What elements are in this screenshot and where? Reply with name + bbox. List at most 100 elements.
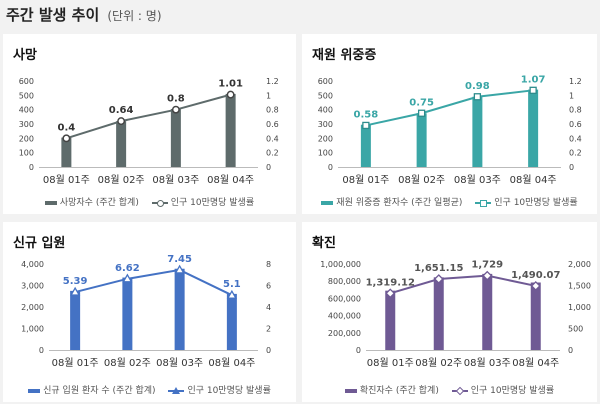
bar — [433, 277, 444, 350]
y-left-tick-label: 100 — [19, 149, 34, 158]
line-point — [473, 93, 482, 101]
legend-line-item: 인구 10만명당 발생률 — [168, 383, 271, 396]
x-tick-label: 08월 03주 — [454, 174, 501, 186]
line-point — [122, 273, 133, 283]
chart-panel-deaths: 사망 0 100 200 300 400 500 600 0 0.2 0.4 0.6 0.8 1 1.2 0… — [3, 34, 296, 214]
y-right-tick-label: 0 — [266, 163, 271, 172]
y-right-tick-label: 2,000 — [568, 260, 591, 269]
y-left-tick-label: 0 — [39, 346, 44, 355]
y-left-tick-label: 500 — [19, 91, 34, 100]
y-left-tick-label: 300 — [318, 120, 333, 129]
data-label: 1.01 — [218, 79, 243, 90]
data-label: 1,490.07 — [511, 270, 560, 281]
y-right-tick-label: 0.6 — [266, 120, 279, 129]
x-tick-label: 08월 04주 — [208, 357, 255, 369]
y-right-tick-label: 1,000 — [568, 303, 591, 312]
chart-legend: 사망자수 (주간 합계) 인구 10만명당 발생률 — [3, 195, 296, 208]
y-right-tick-label: 1 — [266, 91, 271, 100]
y-right-tick-label: 0.8 — [266, 106, 279, 115]
x-tick-label: 08월 02주 — [104, 357, 151, 369]
x-tick-label: 08월 01주 — [342, 174, 389, 186]
y-left-tick-label: 600 — [19, 77, 34, 86]
page-title: 주간 발생 추이 — [6, 6, 100, 24]
chart-legend: 확진자수 (주간 합계) 인구 10만명당 발생률 — [302, 383, 597, 396]
y-left-tick-label: 200,000 — [328, 329, 361, 338]
bar — [70, 290, 81, 350]
y-right-tick-label: 0.8 — [569, 106, 582, 115]
y-right-tick-label: 0.4 — [569, 134, 582, 143]
line-point — [117, 117, 126, 126]
chart-title: 사망 — [13, 48, 37, 63]
bar — [225, 93, 236, 167]
y-right-tick-label: 1,500 — [568, 282, 591, 291]
chart-legend: 재원 위중증 환자수 (주간 일평균) 인구 10만명당 발생률 — [302, 195, 597, 208]
legend-line-item: 인구 10만명당 발생률 — [475, 195, 578, 208]
y-right-tick-label: 0 — [568, 346, 573, 355]
chart-confirmed: 0 200,000 400,000 600,000 800,000 1,000,000 0 5… — [320, 260, 591, 369]
y-left-tick-label: 4,000 — [21, 260, 44, 269]
y-left-tick-label: 3,000 — [21, 282, 44, 291]
y-left-tick-label: 600,000 — [328, 294, 361, 303]
data-label: 1,729 — [471, 260, 503, 271]
legend-bar-item: 재원 위중증 환자수 (주간 일평균) — [321, 195, 462, 208]
y-right-tick-label: 8 — [266, 260, 271, 269]
legend-line-label: 인구 10만명당 발생률 — [494, 198, 578, 208]
line-point — [482, 270, 493, 281]
bar — [174, 268, 185, 350]
line-point — [529, 86, 537, 94]
data-label: 0.64 — [109, 105, 134, 116]
line-point — [174, 264, 185, 274]
chart-title: 신규 입원 — [13, 236, 66, 251]
y-left-tick-label: 200 — [19, 134, 34, 143]
data-label: 0.58 — [354, 109, 379, 120]
y-right-tick-label: 1 — [569, 91, 574, 100]
legend-line-label: 인구 10만명당 발생률 — [187, 386, 271, 396]
x-tick-label: 08월 01주 — [52, 357, 99, 369]
y-right-tick-label: 500 — [568, 325, 583, 334]
y-right-tick-label: 0.6 — [569, 120, 582, 129]
line-point — [362, 121, 370, 130]
line-point — [417, 109, 426, 117]
page-header: 주간 발생 추이 (단위 : 명) — [6, 4, 162, 28]
x-tick-label: 08월 03주 — [464, 357, 511, 369]
bar — [482, 273, 493, 350]
line-point — [70, 286, 81, 296]
chart-legend: 신규 입원 환자 수 (주간 합계) 인구 10만명당 발생률 — [3, 383, 296, 396]
line-point — [62, 134, 71, 143]
line-point — [226, 289, 237, 299]
bar — [528, 89, 539, 167]
y-left-tick-label: 600 — [318, 77, 333, 86]
y-left-tick-label: 1,000 — [21, 325, 44, 334]
y-left-tick-label: 500 — [318, 91, 333, 100]
data-label: 0.8 — [167, 94, 185, 105]
x-tick-label: 08월 02주 — [415, 357, 462, 369]
legend-bar-item: 확진자수 (주간 합계) — [344, 383, 439, 396]
y-right-tick-label: 0.4 — [266, 134, 279, 143]
y-right-tick-label: 0 — [266, 346, 271, 355]
line-point — [171, 105, 180, 114]
bar — [170, 108, 181, 167]
line-point — [226, 90, 235, 99]
chart-title: 재원 위중증 — [312, 48, 377, 63]
chart-title: 확진 — [312, 236, 336, 251]
x-tick-label: 08월 01주 — [367, 357, 414, 369]
data-label: 1.07 — [521, 74, 546, 85]
y-left-tick-label: 800,000 — [328, 277, 361, 286]
chart-admissions: 0 1,000 2,000 3,000 4,000 0 2 4 6 8 08월 01주 08월 02주… — [21, 254, 271, 369]
chart-deaths: 0 100 200 300 400 500 600 0 0.2 0.4 0.6 0.8 1 1.2 08월 … — [19, 77, 279, 186]
y-left-tick-label: 0 — [29, 163, 34, 172]
data-label: 0.75 — [409, 97, 434, 108]
x-tick-label: 08월 04주 — [510, 174, 557, 186]
x-tick-label: 08월 02주 — [98, 174, 145, 186]
bar — [226, 293, 237, 350]
y-right-tick-label: 0 — [569, 163, 574, 172]
bar — [116, 121, 127, 167]
legend-bar-label: 확진자수 (주간 합계) — [359, 386, 439, 396]
data-label: 5.39 — [63, 276, 88, 287]
data-label: 5.1 — [223, 279, 241, 290]
legend-bar-item: 신규 입원 환자 수 (주간 합계) — [28, 383, 156, 396]
y-left-tick-label: 2,000 — [21, 303, 44, 312]
x-tick-label: 08월 02주 — [398, 174, 445, 186]
y-left-tick-label: 0 — [328, 163, 333, 172]
series-line — [389, 274, 536, 295]
